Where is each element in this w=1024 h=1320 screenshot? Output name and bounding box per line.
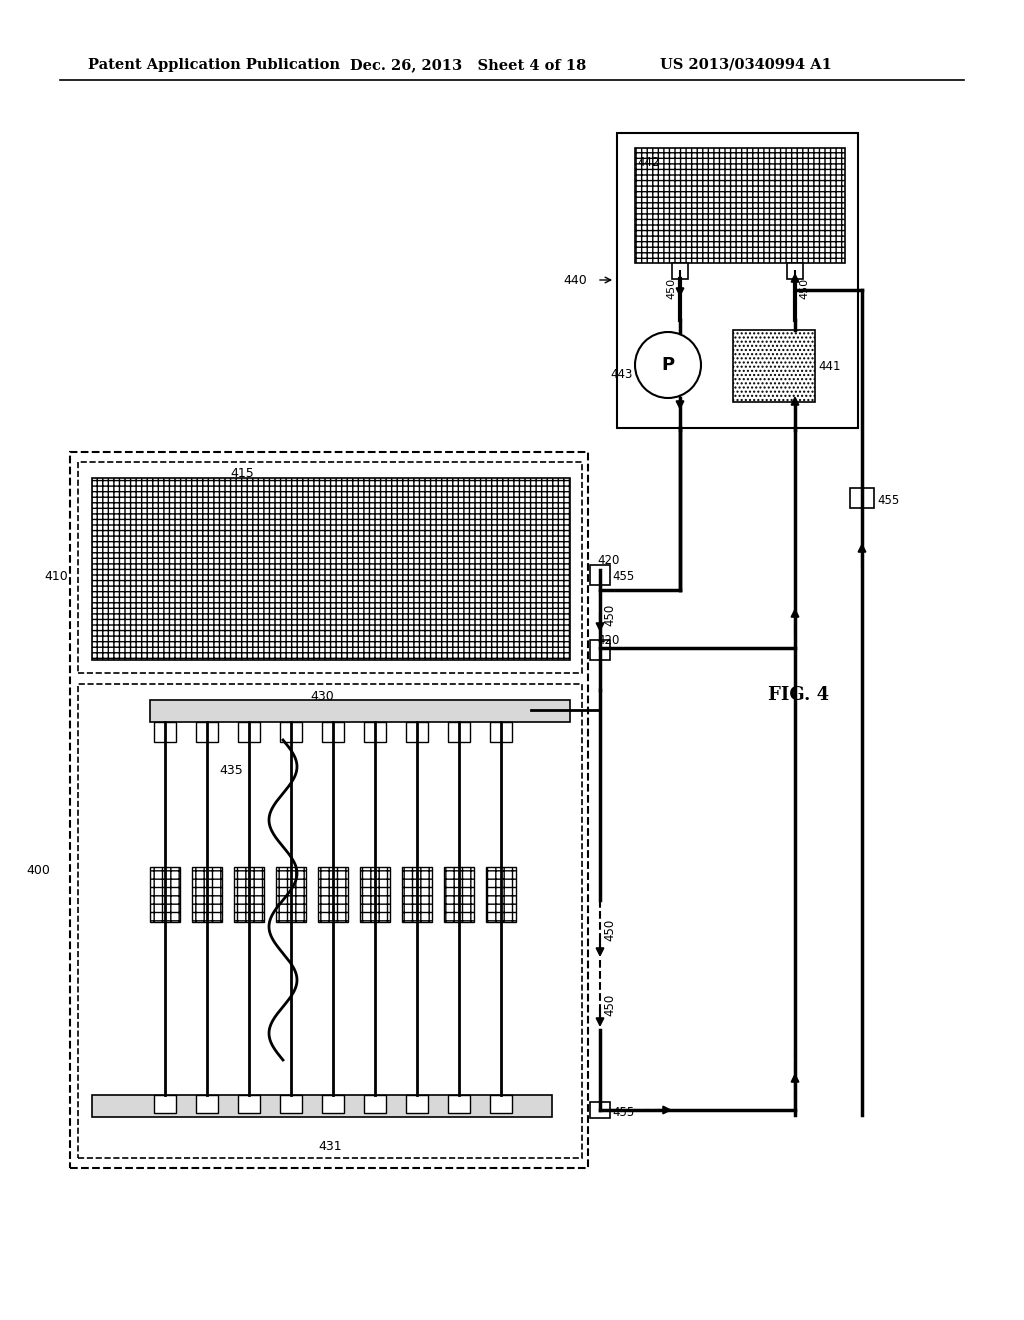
Bar [276, 867, 306, 921]
Text: 440: 440 [563, 273, 587, 286]
Bar [196, 1096, 218, 1113]
Text: 450: 450 [799, 277, 809, 298]
Bar [590, 565, 610, 585]
Bar [617, 133, 858, 428]
Bar [733, 330, 815, 403]
Text: P: P [662, 356, 675, 374]
Bar [150, 700, 570, 722]
Text: 455: 455 [612, 570, 634, 583]
Bar [449, 1096, 470, 1113]
Bar [360, 867, 390, 921]
Bar [280, 1096, 302, 1113]
Bar [850, 488, 874, 508]
Text: 415: 415 [230, 467, 254, 480]
Bar [193, 867, 222, 921]
Bar [78, 684, 582, 1158]
Text: 450: 450 [666, 277, 676, 298]
Bar [150, 867, 180, 921]
Bar [672, 263, 688, 279]
Text: 450: 450 [603, 994, 616, 1016]
Text: 443: 443 [610, 368, 633, 381]
Bar [238, 1096, 260, 1113]
Bar [280, 722, 302, 742]
Bar [238, 722, 260, 742]
Bar [234, 867, 264, 921]
Bar [92, 1096, 552, 1117]
Bar [590, 1102, 610, 1118]
Text: 442: 442 [637, 156, 659, 169]
Bar [406, 722, 428, 742]
Bar [787, 263, 803, 279]
Text: 435: 435 [219, 763, 243, 776]
Bar [78, 462, 582, 673]
Text: 410: 410 [44, 570, 68, 583]
Text: 455: 455 [612, 1106, 634, 1118]
Bar [196, 722, 218, 742]
Bar [92, 478, 570, 660]
Circle shape [635, 333, 701, 399]
Text: 420: 420 [597, 553, 620, 566]
Text: Patent Application Publication: Patent Application Publication [88, 58, 340, 73]
Text: 400: 400 [27, 863, 50, 876]
Text: 455: 455 [877, 494, 899, 507]
Text: 441: 441 [818, 359, 841, 372]
Bar [406, 1096, 428, 1113]
Bar [449, 722, 470, 742]
Text: US 2013/0340994 A1: US 2013/0340994 A1 [660, 58, 831, 73]
Bar [635, 148, 845, 263]
Bar [154, 1096, 176, 1113]
Text: FIG. 4: FIG. 4 [768, 686, 829, 704]
Bar [70, 451, 588, 1168]
Text: 450: 450 [603, 919, 616, 941]
Text: Dec. 26, 2013   Sheet 4 of 18: Dec. 26, 2013 Sheet 4 of 18 [350, 58, 587, 73]
Bar [590, 640, 610, 660]
Text: 420: 420 [597, 634, 620, 647]
Bar [490, 722, 512, 742]
Bar [364, 722, 386, 742]
Bar [154, 722, 176, 742]
Text: 430: 430 [310, 690, 334, 704]
Bar [322, 1096, 344, 1113]
Bar [322, 722, 344, 742]
Text: 450: 450 [603, 603, 616, 626]
Bar [490, 1096, 512, 1113]
Bar [444, 867, 474, 921]
Bar [318, 867, 348, 921]
Bar [402, 867, 432, 921]
Text: 431: 431 [318, 1140, 342, 1152]
Bar [364, 1096, 386, 1113]
Bar [486, 867, 516, 921]
